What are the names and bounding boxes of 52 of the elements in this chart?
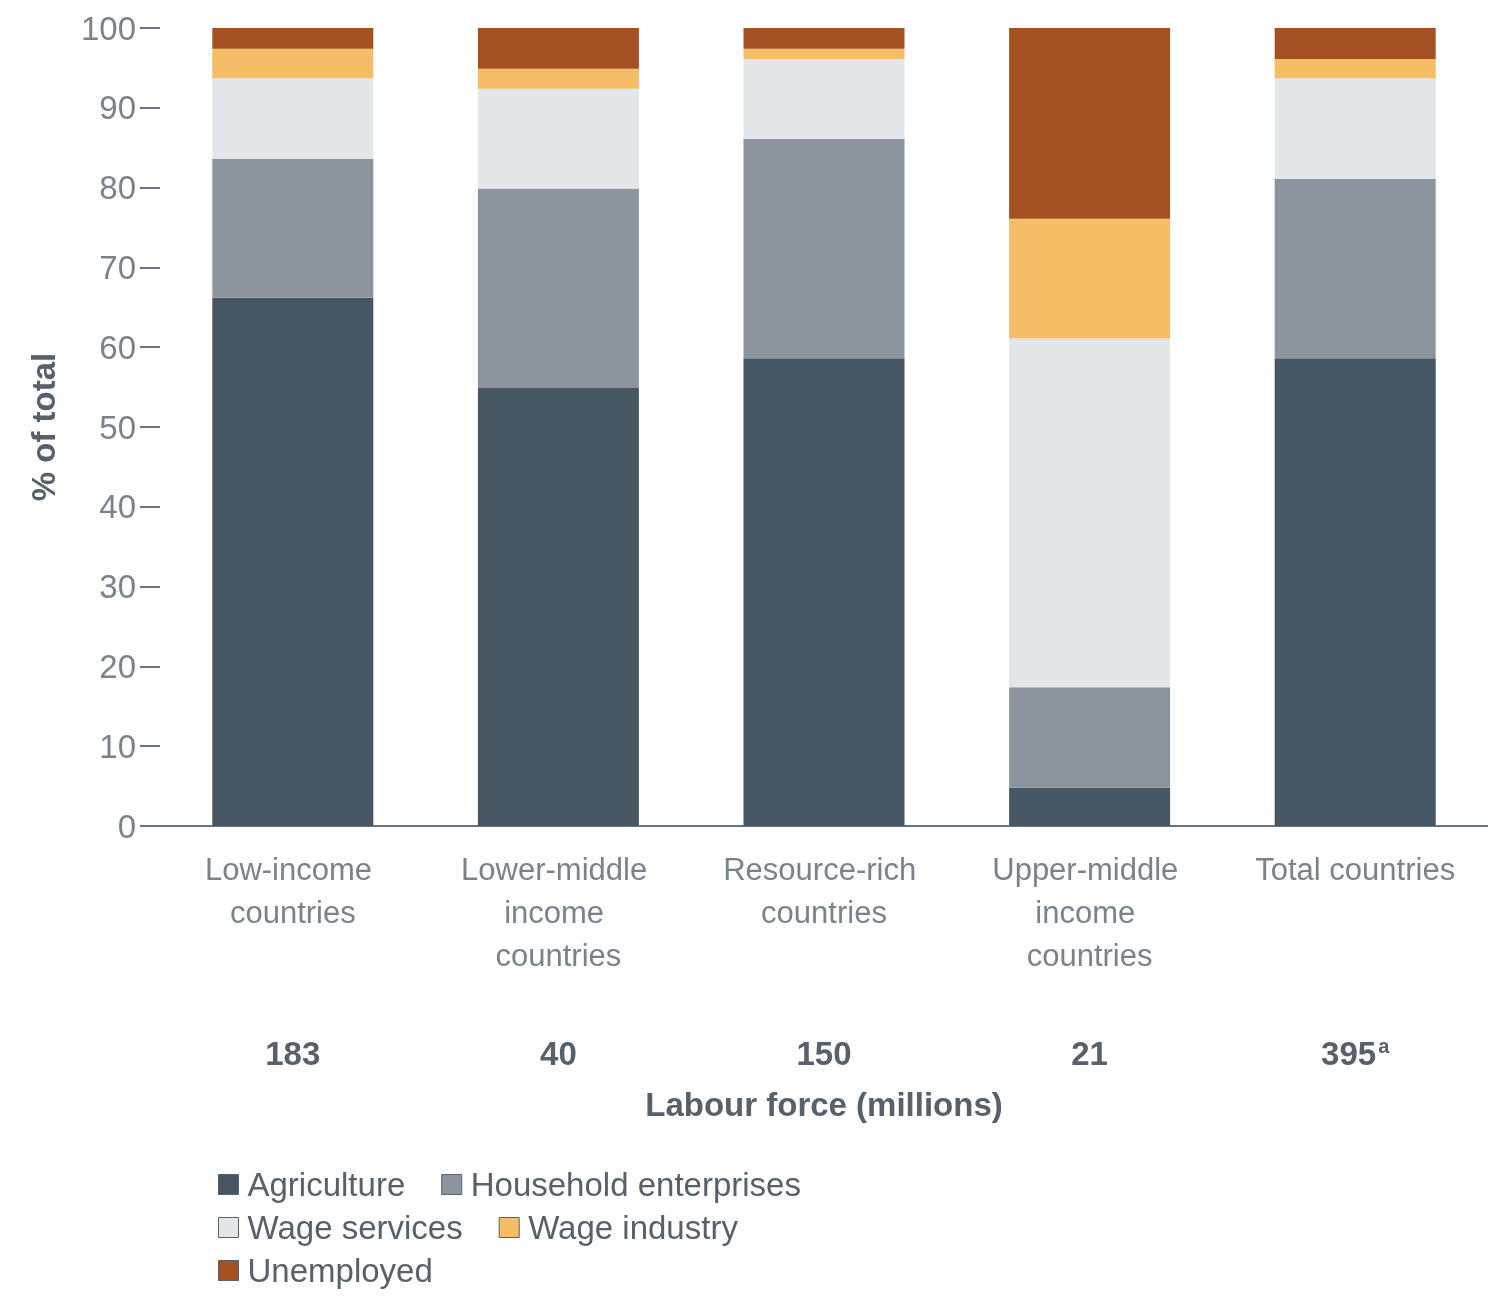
bar [1009, 787, 1171, 826]
bar [743, 358, 905, 826]
bar [1009, 338, 1171, 688]
x-axis-title: Labour force (millions) [645, 1086, 1003, 1123]
bar [743, 138, 905, 359]
y-tick-label: 100 [80, 9, 136, 47]
x-tick-label: Upper-middle income countries [992, 852, 1187, 973]
bar [1274, 178, 1436, 359]
text: 40 [540, 1034, 577, 1072]
bar [212, 48, 374, 79]
legend-label: Wage industry [528, 1209, 739, 1246]
bar [743, 59, 905, 139]
legend-label: Unemployed [247, 1252, 433, 1289]
text: 21 [1071, 1034, 1108, 1072]
x-tick-label: Lower-middle income countries [461, 852, 656, 973]
legend-label: Agriculture [247, 1166, 406, 1203]
bar [743, 48, 905, 60]
x-tick-label: Resource-rich countries [723, 852, 925, 930]
bar [212, 78, 374, 159]
bar [477, 188, 639, 388]
y-tick-label: 80 [99, 169, 136, 207]
bar [1009, 28, 1171, 219]
bar [1274, 28, 1436, 60]
bar [743, 28, 905, 49]
y-tick-label: 70 [99, 248, 136, 286]
x-tick-label: Total countries [1255, 852, 1456, 887]
bar [477, 88, 639, 189]
text: 150 [796, 1034, 852, 1072]
bar [477, 68, 639, 89]
y-tick-label: 10 [99, 727, 136, 765]
bar [212, 28, 374, 49]
bar [212, 158, 374, 298]
bar [1274, 358, 1436, 826]
bar [1274, 59, 1436, 79]
legend-label: Household enterprises [470, 1166, 801, 1203]
bar [477, 387, 639, 826]
y-tick-label: 90 [99, 89, 136, 127]
text: 183 [265, 1034, 321, 1072]
y-tick-label: 40 [99, 488, 136, 526]
legend-label: Wage services [247, 1209, 463, 1246]
y-tick-label: 20 [99, 647, 136, 685]
y-tick-label: 50 [99, 408, 136, 446]
bar [212, 297, 374, 826]
y-tick-label: 60 [99, 328, 136, 366]
y-tick-label: 30 [99, 568, 136, 606]
bar [1274, 78, 1436, 179]
y-tick-label: 0 [117, 807, 136, 845]
bar [477, 28, 639, 69]
x-tick-label: Low-income countries [204, 852, 381, 930]
bar [1009, 687, 1171, 788]
y-axis-title: % of total [25, 352, 62, 502]
bar [1009, 218, 1171, 339]
